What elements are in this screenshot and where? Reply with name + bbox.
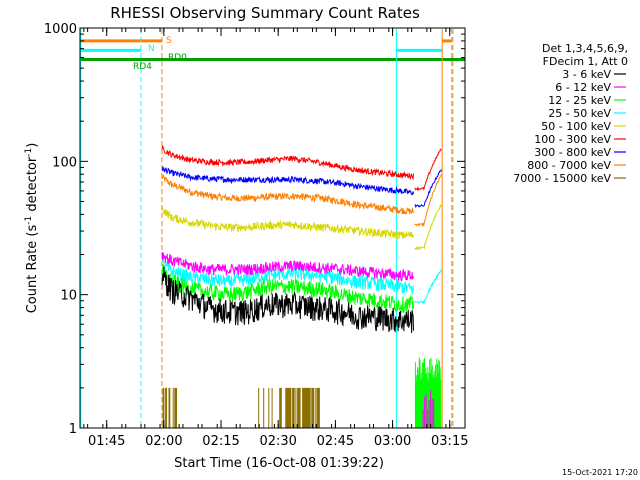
x-tick-label-0200: 02:00: [145, 434, 182, 449]
state-label-rd4: RD4: [133, 62, 152, 72]
legend-label-e300_800: 300 - 800 keV: [534, 146, 611, 159]
x-tick-label-0230: 02:30: [259, 434, 296, 449]
state-label-rd0: RD0: [168, 53, 187, 63]
series-line-e800_7000: [161, 174, 414, 216]
y-tick-label-100: 100: [52, 155, 77, 170]
plot-content: S N RD0 RD4: [80, 29, 465, 428]
x-tick-label-0245: 02:45: [317, 434, 354, 449]
legend-label-e800_7000: 800 - 7000 keV: [527, 159, 611, 172]
y-axis-label: Count Rate (s-1 detector-1): [24, 143, 40, 314]
legend-header-0: Det 1,3,4,5,6,9,: [542, 42, 628, 55]
y-tick-label-1000: 1000: [44, 22, 77, 37]
x-tick-label-0300: 03:00: [374, 434, 411, 449]
series-line-e3_6: [161, 266, 414, 334]
x-tick-label-0315: 03:15: [431, 434, 468, 449]
legend-label-e3_6: 3 - 6 keV: [562, 68, 611, 81]
chart-title: RHESSI Observing Summary Count Rates: [110, 4, 420, 22]
x-axis-label: Start Time (16-Oct-08 01:39:22): [174, 456, 384, 471]
y-tick-label-1: 1: [69, 422, 77, 437]
series-late-spikes-e6_12: [422, 390, 435, 428]
legend: Det 1,3,4,5,6,9,FDecim 1, Att 03 - 6 keV…: [513, 42, 628, 185]
series-line-e12_25: [161, 263, 414, 313]
legend-label-e6_12: 6 - 12 keV: [555, 81, 611, 94]
axes: 1 10 100 1000 01:45 02:00 02:15 02:30 02:45 03:00…: [44, 22, 469, 449]
series-line-e100_300: [161, 145, 414, 181]
series-rise-e800_7000: [414, 174, 442, 228]
series-line-e25_50: [161, 258, 414, 295]
state-label-s: S: [166, 36, 172, 46]
series-rise-e50_100: [414, 203, 442, 251]
series-rise-e25_50: [414, 269, 442, 304]
legend-label-e50_100: 50 - 100 keV: [541, 120, 611, 133]
x-tick-label-0145: 01:45: [88, 434, 125, 449]
state-label-n: N: [148, 44, 155, 54]
legend-label-e12_25: 12 - 25 keV: [548, 94, 611, 107]
legend-label-e7000_15000: 7000 - 15000 keV: [513, 172, 611, 185]
series-line-e7000_15000: [162, 387, 320, 428]
x-tick-label-0215: 02:15: [202, 434, 239, 449]
y-tick-label-10: 10: [60, 289, 77, 304]
footer-timestamp: 15-Oct-2021 17:20: [562, 468, 638, 477]
series-line-e6_12: [161, 251, 414, 282]
legend-header-1: FDecim 1, Att 0: [543, 55, 628, 68]
series-rise-e300_800: [414, 169, 442, 209]
legend-label-e100_300: 100 - 300 keV: [534, 133, 611, 146]
series-line-e50_100: [161, 205, 414, 241]
legend-label-e25_50: 25 - 50 keV: [548, 107, 611, 120]
plot-frame: [79, 27, 466, 429]
series-line-e300_800: [161, 166, 414, 196]
series-rise-e100_300: [414, 148, 442, 192]
